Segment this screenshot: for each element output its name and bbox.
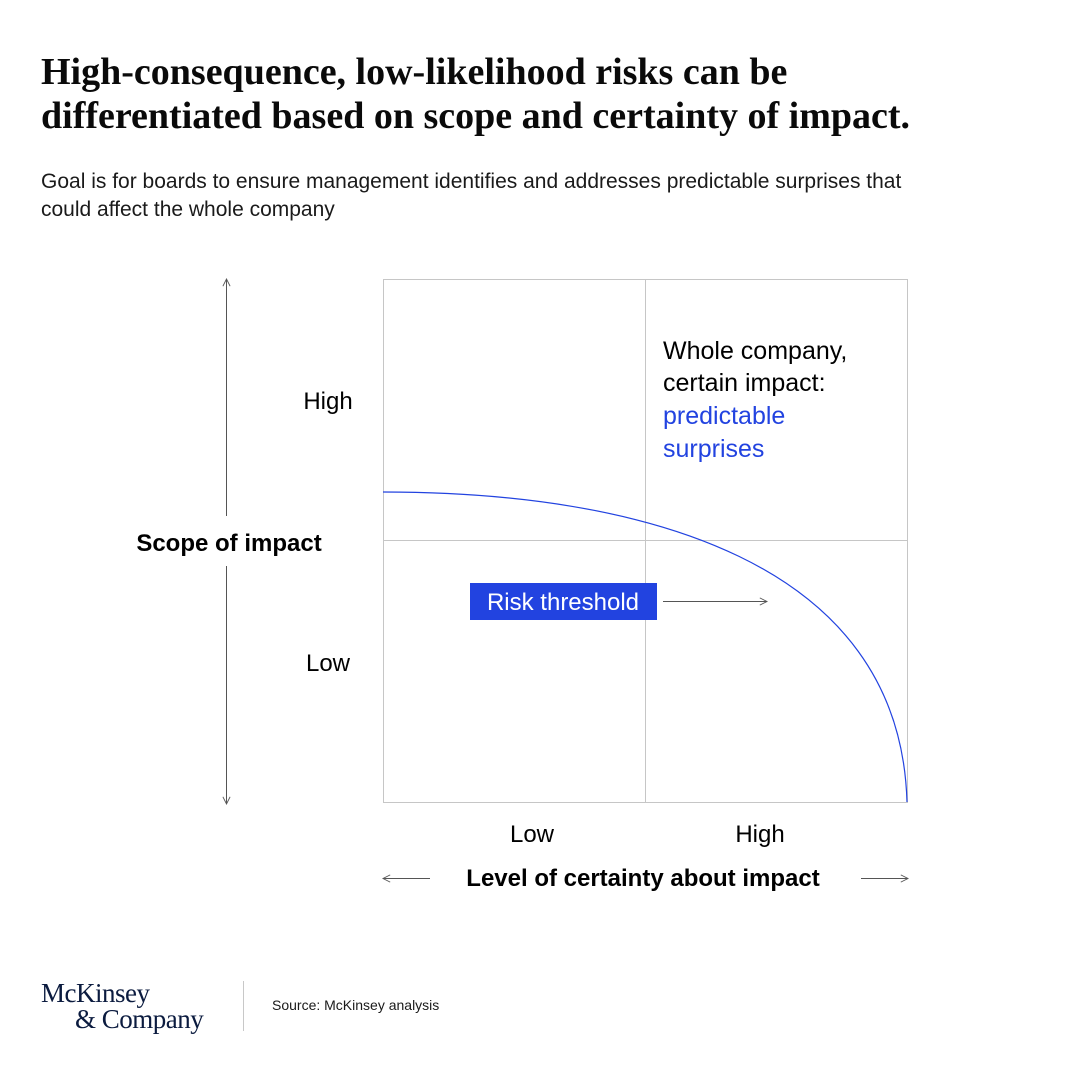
source-note: Source: McKinsey analysis <box>272 997 440 1013</box>
subtitle-line-2: could affect the whole company <box>41 198 335 221</box>
y-level-low: Low <box>306 650 351 677</box>
logo-line-2: & Company <box>75 1004 204 1034</box>
title-line-1: High-consequence, low-likelihood risks c… <box>41 51 788 93</box>
quadrant-highlight-line-2: surprises <box>663 435 764 463</box>
footer-divider <box>243 981 244 1031</box>
risk-threshold-label: Risk threshold <box>487 589 639 616</box>
mckinsey-logo: McKinsey & Company <box>41 978 204 1034</box>
subtitle-line-1: Goal is for boards to ensure management … <box>41 170 902 193</box>
x-axis-label: Level of certainty about impact <box>466 865 819 892</box>
risk-threshold-curve <box>382 491 908 803</box>
page-subtitle: Goal is for boards to ensure management … <box>41 168 1041 224</box>
y-level-high: High <box>303 388 352 415</box>
page-title: High-consequence, low-likelihood risks c… <box>41 50 1041 138</box>
quadrant-label-line-2: certain impact: <box>663 369 826 397</box>
x-level-high: High <box>735 821 784 848</box>
logo-line-1: McKinsey <box>41 978 150 1008</box>
y-axis-label: Scope of impact <box>136 530 321 557</box>
risk-threshold-tag <box>470 583 657 620</box>
quadrant-label-line-1: Whole company, <box>663 337 847 365</box>
title-line-2: differentiated based on scope and certai… <box>41 95 911 137</box>
quadrant-highlight-line-1: predictable <box>663 402 785 430</box>
x-level-low: Low <box>510 821 555 848</box>
